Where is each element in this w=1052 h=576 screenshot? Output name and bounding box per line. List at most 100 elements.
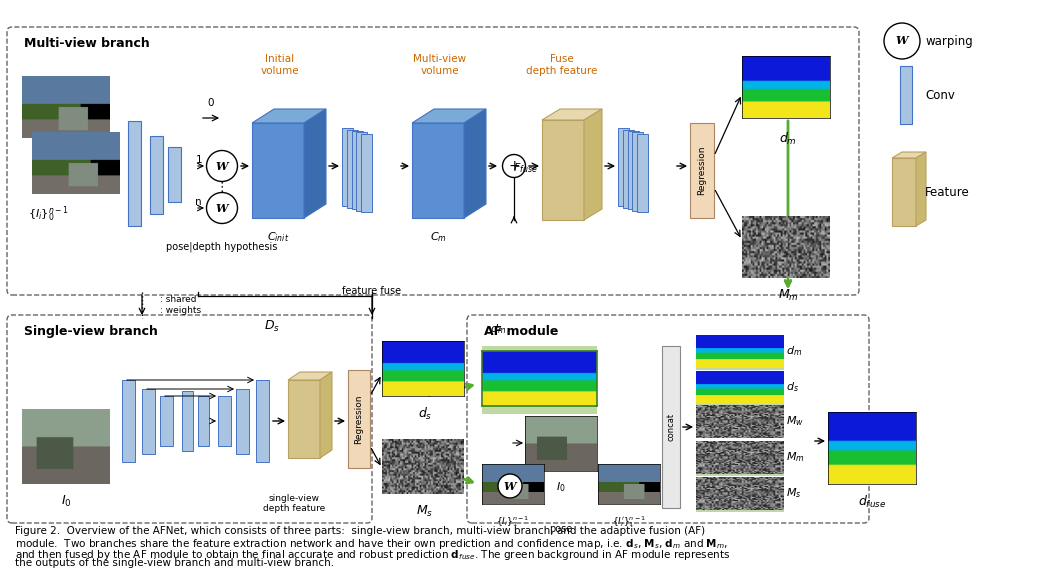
Text: $F_{fuse}$: $F_{fuse}$ [513,161,538,175]
Bar [690,123,714,218]
Text: $d_s$: $d_s$ [418,406,432,422]
Text: Multi-view branch: Multi-view branch [24,37,149,50]
Text: 1: 1 [196,155,202,165]
Bar [892,158,916,226]
Bar [342,128,353,206]
Bar [638,134,648,212]
Text: $d_m$: $d_m$ [786,344,802,358]
Text: $M_m$: $M_m$ [777,288,798,303]
Text: pose|depth hypothesis: pose|depth hypothesis [166,241,278,252]
Text: warping: warping [925,35,973,47]
Bar [901,66,912,124]
Bar [482,346,596,414]
Bar [122,380,135,462]
Text: $M_m$: $M_m$ [786,450,805,464]
Polygon shape [412,109,486,123]
Text: W: W [504,480,517,491]
Text: concat: concat [667,413,675,441]
Text: Conv: Conv [925,89,955,101]
Bar [618,128,629,206]
Bar [252,123,304,218]
Bar [361,134,372,212]
Polygon shape [542,109,602,120]
Text: Initial
volume: Initial volume [261,54,300,76]
Circle shape [503,154,526,177]
Text: Fuse
depth feature: Fuse depth feature [526,54,598,76]
Bar [347,130,358,207]
Text: W: W [216,161,228,172]
Bar [623,130,633,207]
Text: $\{I_i'\}_1^{n-1}$: $\{I_i'\}_1^{n-1}$ [612,514,646,529]
Text: $d_m$: $d_m$ [780,131,797,147]
Text: n: n [196,197,202,207]
Text: the outputs of the single-view branch and multi-view branch.: the outputs of the single-view branch an… [15,558,335,569]
Bar [182,391,193,451]
Circle shape [498,474,522,498]
Text: Feature: Feature [925,187,970,199]
Bar [696,477,784,512]
Bar [236,388,249,453]
Text: : shared
: weights: : shared : weights [160,295,201,314]
Bar [198,396,209,446]
Polygon shape [916,152,926,226]
Text: $C_m$: $C_m$ [429,230,446,244]
Text: and then fused by the AF module to obtain the final accurate and robust predicti: and then fused by the AF module to obtai… [15,548,730,562]
Polygon shape [288,372,332,380]
Bar [351,131,363,209]
Text: Regression: Regression [355,394,364,444]
Text: $D_s$: $D_s$ [264,319,280,334]
Text: W: W [895,36,908,47]
Text: $M_w$: $M_w$ [786,415,804,429]
Text: Single-view branch: Single-view branch [24,325,158,338]
Bar [412,123,464,218]
Polygon shape [320,372,332,458]
Text: $\{I_i\}_1^{n-1}$: $\{I_i\}_1^{n-1}$ [497,514,530,529]
Text: $d_m$: $d_m$ [490,322,506,336]
Text: 0: 0 [207,98,215,108]
Text: $C_{init}$: $C_{init}$ [267,230,289,244]
Polygon shape [464,109,486,218]
Text: $I_0$: $I_0$ [557,480,566,494]
Bar [160,396,173,446]
Bar [348,370,370,468]
Bar [632,132,644,210]
Circle shape [206,150,238,181]
Text: AF module: AF module [484,325,559,338]
Bar [696,441,784,476]
Text: Multi-view
volume: Multi-view volume [413,54,467,76]
Circle shape [206,192,238,223]
Bar [696,335,784,370]
Text: W: W [216,203,228,214]
Bar [628,131,639,209]
Bar [357,132,367,210]
Text: $M_s$: $M_s$ [786,487,802,501]
Polygon shape [584,109,602,220]
Text: pose: pose [549,524,572,534]
Bar [128,121,141,226]
Polygon shape [252,109,326,123]
Polygon shape [304,109,326,218]
Bar [150,136,163,214]
Text: $\{I_i\}_0^{n-1}$: $\{I_i\}_0^{n-1}$ [28,204,68,223]
Bar [662,346,680,508]
Bar [218,396,231,446]
Bar [696,371,784,406]
Text: ⋮: ⋮ [216,181,228,195]
Bar [142,388,155,453]
Text: $M_s$: $M_s$ [417,504,433,519]
Text: $I_0$: $I_0$ [61,494,72,509]
Text: $d_{fuse}$: $d_{fuse}$ [858,494,886,510]
Text: module.  Two branches share the feature extraction network and have their own pr: module. Two branches share the feature e… [15,537,728,551]
Text: $d_s$: $d_s$ [786,381,798,395]
Text: Figure 2.  Overview of the AFNet, which consists of three parts:  single-view br: Figure 2. Overview of the AFNet, which c… [15,526,705,536]
Text: Regression: Regression [697,146,707,195]
Text: +: + [508,159,520,173]
Bar [542,120,584,220]
Bar [168,147,181,202]
Polygon shape [892,152,926,158]
Text: single-view
depth feature: single-view depth feature [263,494,325,513]
Circle shape [884,23,920,59]
Text: feature fuse: feature fuse [343,286,402,296]
Bar [256,380,269,462]
Bar [288,380,320,458]
